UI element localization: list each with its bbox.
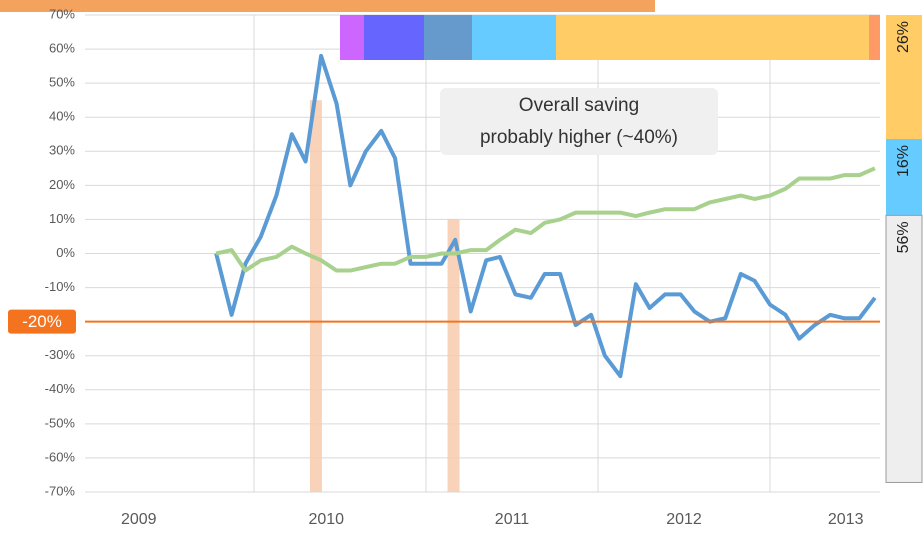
- reference-label: -20%: [22, 312, 62, 331]
- plot-area: 70% 60% 50% 40% 30% 20% 10% 0% -10% -20% -30% -40% -…: [8, 6, 880, 528]
- share-segment: [886, 15, 922, 140]
- x-tick-label: 2009: [121, 511, 157, 528]
- annotation: Overall saving probably higher (~40%): [440, 88, 718, 155]
- x-tick-label: 2010: [308, 511, 344, 528]
- y-tick-label: 10%: [49, 211, 75, 226]
- annotation-line: probably higher (~40%): [480, 127, 678, 148]
- y-tick-label: 30%: [49, 143, 75, 158]
- annotation-line: Overall saving: [519, 95, 639, 116]
- share-segment: [886, 139, 922, 216]
- y-tick-label: 60%: [49, 41, 75, 56]
- x-tick-label: 2013: [828, 511, 864, 528]
- y-tick-label: 0%: [56, 245, 75, 260]
- y-tick-label: -70%: [45, 483, 76, 498]
- y-tick-label: -40%: [45, 381, 76, 396]
- reference-label-box: [8, 309, 76, 334]
- y-tick-label: 50%: [49, 75, 75, 90]
- color-strip: [340, 15, 880, 60]
- series-line: [215, 166, 876, 273]
- y-tick-label: -30%: [45, 347, 76, 362]
- y-tick-label: -50%: [45, 415, 76, 430]
- y-tick-label: -60%: [45, 449, 76, 464]
- share-segment: [885, 214, 923, 483]
- share-label: 26%: [895, 21, 912, 53]
- x-tick-label: 2011: [495, 511, 530, 528]
- share-label: 16%: [895, 145, 912, 177]
- event-bar: [309, 100, 322, 492]
- y-tick-label: 70%: [49, 6, 75, 21]
- top-banner: [0, 0, 655, 12]
- share-label: 56%: [895, 221, 912, 253]
- event-bar: [447, 219, 460, 492]
- y-tick-label: 20%: [49, 177, 75, 192]
- y-tick-label: 40%: [49, 109, 75, 124]
- series-line: [214, 53, 877, 379]
- y-tick-label: -10%: [45, 279, 76, 294]
- x-tick-label: 2012: [666, 511, 702, 528]
